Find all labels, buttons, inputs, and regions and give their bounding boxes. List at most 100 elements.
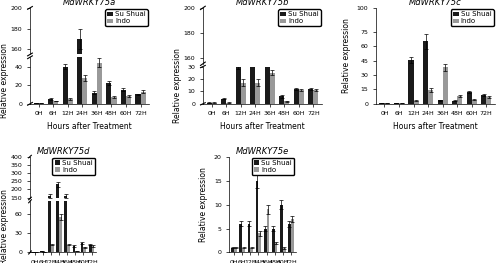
Bar: [88, 245, 92, 252]
Bar: [92, 221, 94, 222]
Bar: [481, 95, 486, 104]
Bar: [279, 96, 284, 104]
Bar: [106, 83, 112, 104]
Bar: [88, 220, 92, 222]
Bar: [414, 101, 418, 104]
Bar: [72, 221, 76, 222]
Bar: [399, 103, 404, 104]
Title: MdWRKY75a: MdWRKY75a: [63, 0, 116, 7]
Bar: [248, 224, 250, 252]
Bar: [140, 201, 145, 215]
Bar: [82, 186, 87, 215]
Bar: [68, 245, 70, 252]
Bar: [234, 248, 237, 252]
Y-axis label: Relative expression: Relative expression: [342, 18, 351, 93]
Bar: [38, 103, 44, 104]
Bar: [279, 249, 284, 256]
Bar: [438, 100, 442, 104]
Y-axis label: Relative expression: Relative expression: [0, 43, 9, 118]
X-axis label: Hours after Treatment: Hours after Treatment: [220, 122, 305, 131]
Title: MdWRKY75d: MdWRKY75d: [36, 147, 90, 156]
Bar: [308, 241, 314, 256]
Bar: [408, 60, 414, 104]
Bar: [56, 105, 59, 252]
Bar: [314, 242, 318, 256]
Bar: [62, 67, 68, 104]
Bar: [64, 150, 68, 252]
Bar: [250, 213, 255, 256]
Bar: [442, 67, 448, 104]
Bar: [294, 241, 299, 256]
Bar: [452, 101, 457, 104]
Bar: [299, 90, 304, 104]
Bar: [51, 220, 54, 222]
Bar: [140, 92, 145, 104]
Bar: [226, 103, 231, 104]
Bar: [486, 97, 492, 104]
Bar: [266, 209, 270, 252]
Y-axis label: Relative expression: Relative expression: [199, 167, 208, 242]
Bar: [280, 205, 283, 252]
Bar: [394, 103, 399, 104]
Bar: [380, 103, 384, 104]
Bar: [206, 103, 212, 104]
Y-axis label: Relative expression: Relative expression: [173, 48, 182, 123]
Bar: [272, 229, 274, 252]
Legend: Su Shuai, Indo: Su Shuai, Indo: [278, 9, 320, 27]
Legend: Su Shuai, Indo: Su Shuai, Indo: [52, 158, 95, 175]
Bar: [68, 210, 73, 215]
Legend: Su Shuai, Indo: Su Shuai, Indo: [252, 158, 294, 175]
Bar: [80, 243, 84, 252]
Bar: [255, 235, 260, 256]
Title: MdWRKY75c: MdWRKY75c: [409, 0, 462, 7]
Bar: [34, 214, 38, 215]
Bar: [51, 245, 54, 252]
Bar: [48, 196, 51, 222]
Bar: [106, 192, 112, 215]
Bar: [121, 199, 126, 215]
Bar: [242, 248, 245, 252]
Bar: [68, 220, 70, 222]
Bar: [48, 210, 54, 215]
Bar: [59, 217, 62, 252]
Bar: [314, 90, 318, 104]
Bar: [212, 255, 216, 256]
Bar: [126, 206, 131, 215]
Bar: [226, 255, 231, 256]
Bar: [48, 99, 54, 104]
Bar: [112, 208, 116, 215]
Bar: [221, 251, 226, 256]
Bar: [250, 60, 255, 104]
Bar: [299, 242, 304, 256]
Legend: Su Shuai, Indo: Su Shuai, Indo: [106, 9, 148, 27]
Y-axis label: Relative expression: Relative expression: [0, 189, 9, 263]
Bar: [76, 251, 78, 252]
Bar: [466, 92, 471, 104]
Bar: [40, 251, 43, 252]
Title: MdWRKY75b: MdWRKY75b: [236, 0, 289, 7]
Bar: [72, 246, 76, 252]
Legend: Su Shuai, Indo: Su Shuai, Indo: [451, 9, 494, 27]
Bar: [284, 101, 290, 104]
Bar: [264, 58, 270, 104]
Bar: [78, 39, 82, 215]
Bar: [121, 90, 126, 104]
Bar: [84, 247, 86, 252]
Bar: [284, 254, 290, 256]
Bar: [212, 103, 216, 104]
Bar: [92, 93, 97, 104]
Bar: [240, 224, 242, 252]
Bar: [258, 233, 262, 252]
Bar: [82, 78, 87, 104]
Bar: [264, 210, 270, 256]
Bar: [221, 99, 226, 104]
Bar: [423, 42, 428, 104]
Bar: [232, 248, 234, 252]
Bar: [92, 203, 97, 215]
Bar: [56, 185, 59, 222]
Bar: [294, 89, 299, 104]
Bar: [288, 224, 291, 252]
Bar: [54, 212, 59, 215]
Bar: [270, 225, 275, 256]
Bar: [255, 83, 260, 104]
